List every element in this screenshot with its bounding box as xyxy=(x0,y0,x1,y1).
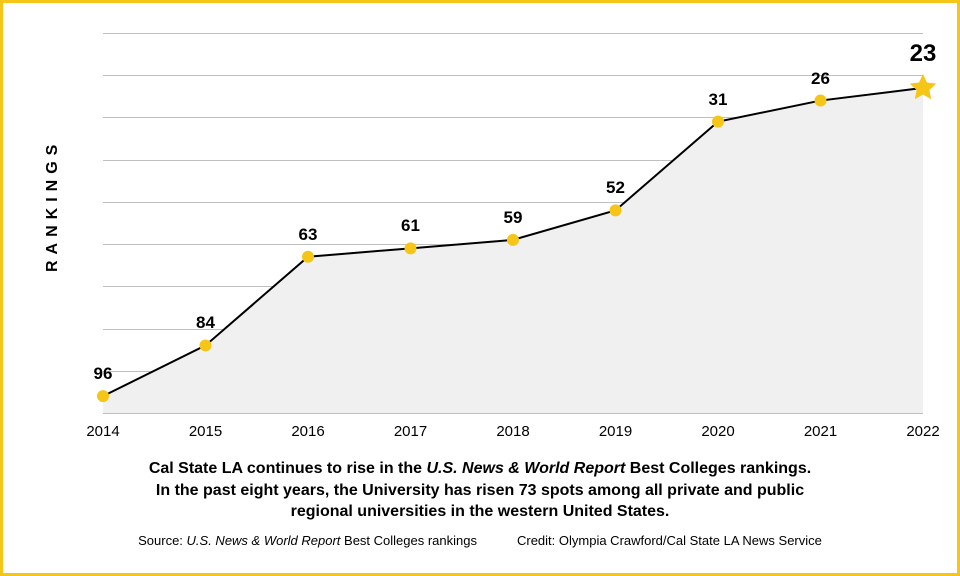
plot-area: 2014201520162017201820192020202120229684… xyxy=(103,33,923,413)
x-tick-label: 2021 xyxy=(804,423,837,440)
x-tick-label: 2019 xyxy=(599,423,632,440)
data-label: 23 xyxy=(910,40,937,68)
x-tick-label: 2022 xyxy=(906,423,939,440)
y-axis-title: RANKINGS xyxy=(44,152,62,272)
data-label: 52 xyxy=(606,178,625,198)
caption-line3: regional universities in the western Uni… xyxy=(291,503,670,520)
data-marker xyxy=(405,242,417,254)
data-marker xyxy=(610,204,622,216)
x-tick-label: 2018 xyxy=(496,423,529,440)
data-label: 96 xyxy=(94,364,113,384)
credit-text: Credit: Olympia Crawford/Cal State LA Ne… xyxy=(517,533,822,548)
data-label: 31 xyxy=(709,90,728,110)
source-after: Best Colleges rankings xyxy=(340,533,477,548)
x-tick-label: 2014 xyxy=(86,423,119,440)
data-label: 26 xyxy=(811,69,830,89)
source-name: U.S. News & World Report xyxy=(187,533,341,548)
data-label: 63 xyxy=(299,225,318,245)
data-label: 59 xyxy=(504,208,523,228)
caption-line1b: Best Colleges rankings. xyxy=(625,460,811,477)
data-marker xyxy=(507,234,519,246)
data-marker xyxy=(815,95,827,107)
credit-line: Source: U.S. News & World Report Best Co… xyxy=(3,533,957,548)
x-tick-label: 2020 xyxy=(701,423,734,440)
caption-line1-ital: U.S. News & World Report xyxy=(426,460,625,477)
x-tick-label: 2016 xyxy=(291,423,324,440)
gridline xyxy=(103,413,923,414)
data-marker xyxy=(302,251,314,263)
data-label: 61 xyxy=(401,216,420,236)
area-fill xyxy=(103,88,923,413)
data-marker xyxy=(97,390,109,402)
data-marker xyxy=(200,339,212,351)
caption: Cal State LA continues to rise in the U.… xyxy=(3,458,957,523)
data-label: 84 xyxy=(196,313,215,333)
x-tick-label: 2015 xyxy=(189,423,222,440)
x-tick-label: 2017 xyxy=(394,423,427,440)
source-label: Source: xyxy=(138,533,186,548)
caption-line1a: Cal State LA continues to rise in the xyxy=(149,460,427,477)
data-marker xyxy=(712,116,724,128)
caption-line2: In the past eight years, the University … xyxy=(156,482,804,499)
chart-frame: RANKINGS 2014201520162017201820192020202… xyxy=(0,0,960,576)
